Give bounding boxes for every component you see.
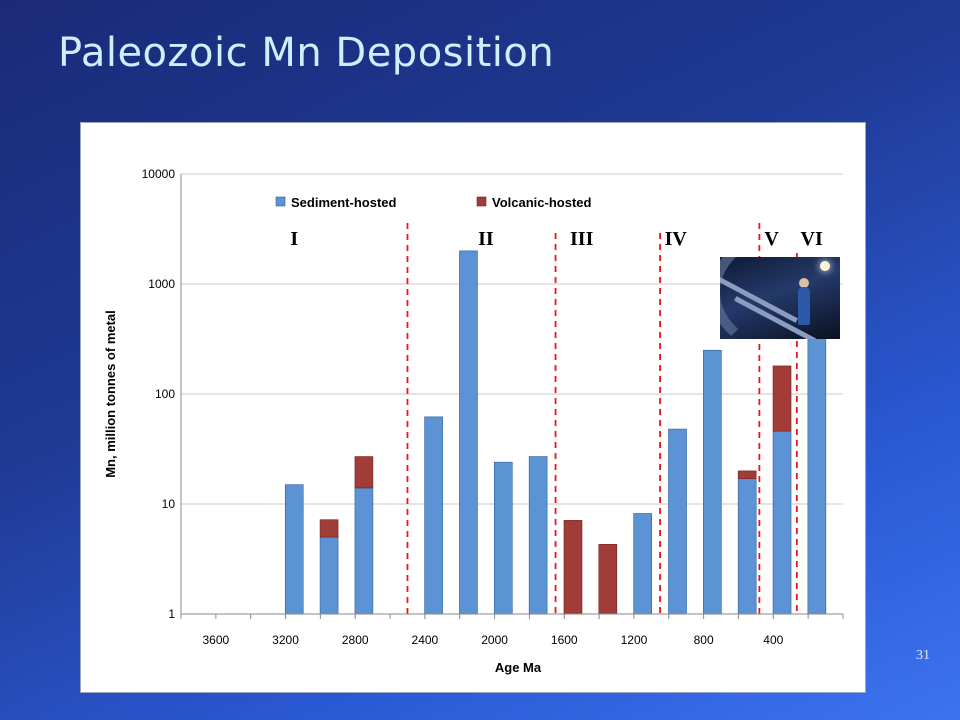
y-axis-title: Mn, million tonnes of metal [103,310,118,478]
bar-sediment [319,536,339,615]
legend-swatch-volcanic [476,196,487,207]
bar-sediment [493,461,513,615]
mn-deposition-chart: 1 10 100 1000 10000 3600 3200 2800 2400 2000 1600… [103,167,844,675]
y-tick-label: 10000 [142,167,176,181]
x-tick-label: 2400 [412,633,439,647]
x-tick-label: 800 [694,633,714,647]
bar-sediment [703,349,722,615]
x-tick-label: 1600 [551,633,578,647]
chart-panel: 1 10 100 1000 10000 3600 3200 2800 2400 2000 1600… [80,122,866,693]
bar-sediment [772,430,792,615]
bar-volcanic [772,365,792,432]
bar-sediment [668,428,687,615]
bar-sediment [807,336,827,615]
y-tick-label: 10 [162,497,176,511]
bar-volcanic [563,520,583,615]
era-label: II [478,228,494,250]
bar-sediment [354,487,374,615]
x-tick-label: 400 [763,633,783,647]
bar-sediment [633,513,652,615]
legend: Sediment-hosted Volcanic-hosted [275,195,592,210]
era-label: III [570,228,594,250]
era-label: IV [665,228,688,250]
y-tick-labels: 1 10 100 1000 10000 [142,167,176,621]
bar-volcanic [354,456,374,489]
y-tick-label: 1000 [148,277,175,291]
y-tick-label: 1 [168,607,175,621]
x-tick-labels: 3600 3200 2800 2400 2000 1600 1200 800 400 [202,633,783,647]
era-labels: I II III IV V VI [290,228,823,250]
legend-label-volcanic: Volcanic-hosted [492,195,592,210]
x-tick-label: 2000 [481,633,508,647]
bar-sediment [528,456,548,615]
bar-sediment [424,416,443,615]
y-tick-label: 100 [155,387,175,401]
bar-volcanic [319,519,339,538]
bar-volcanic [737,470,757,479]
x-tick-label: 3600 [202,633,229,647]
era-label: VI [801,228,823,250]
era-label: V [764,228,779,250]
bar-sediment [737,478,757,615]
legend-swatch-sediment [275,196,286,207]
page-number: 31 [916,648,930,663]
slide-title: Paleozoic Mn Deposition [58,30,555,76]
bar-sediment [459,250,478,615]
bar-volcanic [598,544,618,615]
legend-label-sediment: Sediment-hosted [291,195,397,210]
bar-sediment [284,484,304,615]
mine-photo [720,257,840,339]
x-axis-title: Age Ma [495,660,542,675]
era-label: I [290,228,298,250]
x-tick-label: 2800 [342,633,369,647]
x-tick-label: 1200 [621,633,648,647]
x-tick-label: 3200 [272,633,299,647]
